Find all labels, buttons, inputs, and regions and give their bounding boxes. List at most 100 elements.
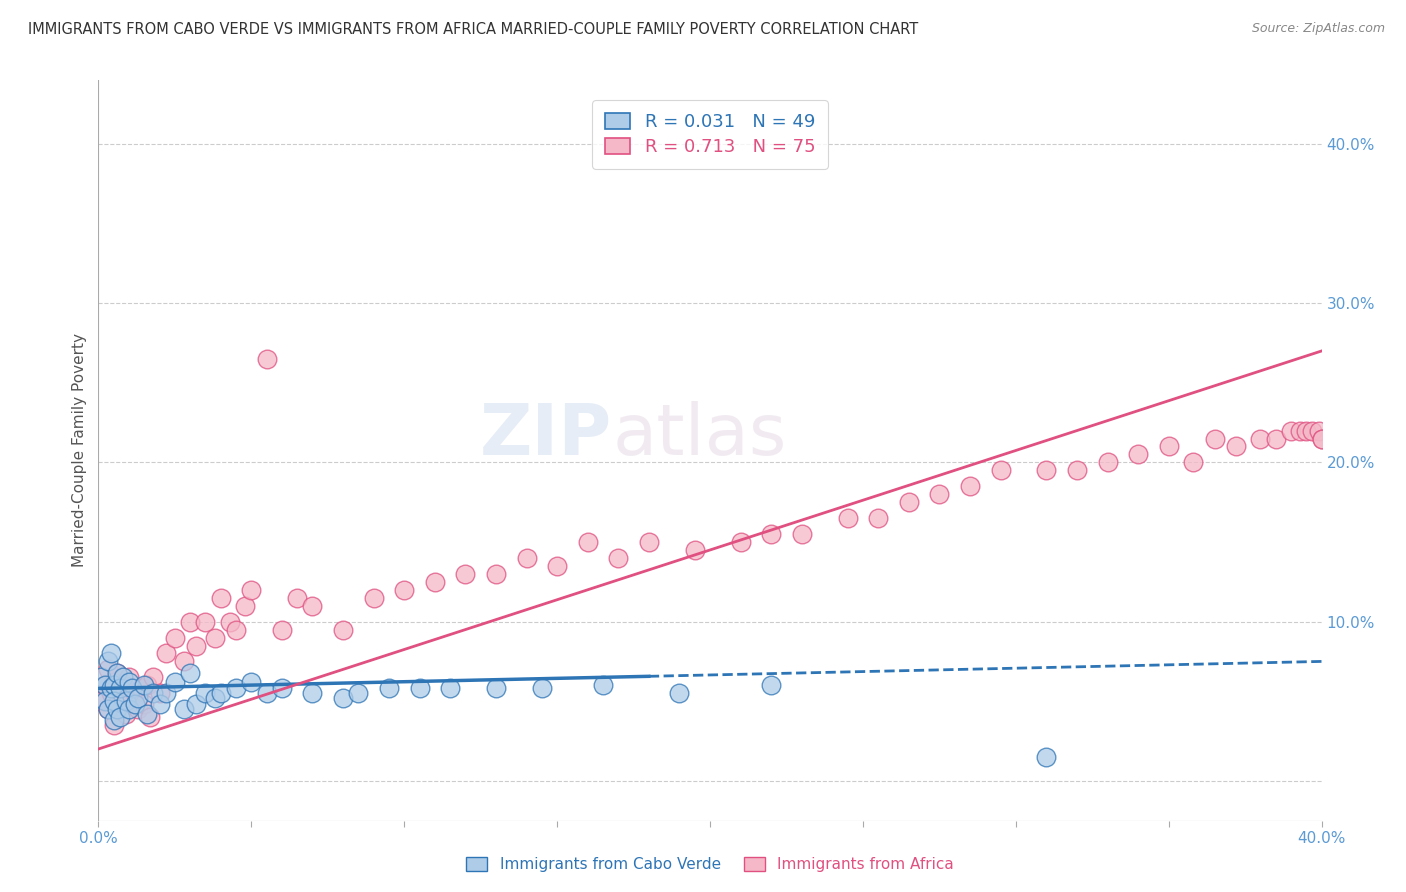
Point [129, 681, 152, 696]
Point [759, 527, 782, 541]
Point [105, 702, 128, 716]
Point [136, 706, 159, 721]
Point [485, 566, 508, 581]
Point [115, 706, 138, 721]
Point [111, 670, 134, 684]
Point [256, 686, 278, 700]
Point [127, 702, 149, 716]
Point [118, 675, 141, 690]
Point [136, 678, 159, 692]
Point [576, 535, 599, 549]
Point [607, 550, 630, 565]
Point [163, 675, 186, 690]
Point [1182, 455, 1205, 469]
Point [204, 691, 226, 706]
Point [1310, 432, 1333, 446]
Point [516, 550, 538, 565]
Point [301, 686, 323, 700]
Text: Source: ZipAtlas.com: Source: ZipAtlas.com [1251, 22, 1385, 36]
Point [928, 487, 950, 501]
Point [173, 655, 195, 669]
Point [186, 698, 208, 712]
Point [683, 543, 706, 558]
Point [837, 511, 859, 525]
Point [378, 681, 401, 696]
Point [1308, 424, 1330, 438]
Point [142, 670, 165, 684]
Point [155, 686, 177, 700]
Point [790, 527, 813, 541]
Point [868, 511, 890, 525]
Point [108, 681, 131, 696]
Point [485, 681, 508, 696]
Point [959, 479, 981, 493]
Point [1289, 424, 1312, 438]
Point [454, 566, 477, 581]
Point [139, 710, 162, 724]
Point [363, 591, 385, 605]
Point [90, 670, 112, 684]
Point [240, 675, 263, 690]
Point [121, 681, 143, 696]
Point [233, 599, 256, 613]
Point [270, 623, 292, 637]
Point [592, 678, 614, 692]
Point [155, 647, 177, 661]
Point [134, 678, 156, 692]
Point [100, 647, 122, 661]
Point [149, 698, 172, 712]
Point [1225, 440, 1247, 454]
Point [105, 665, 128, 680]
Point [1249, 432, 1271, 446]
Point [990, 463, 1012, 477]
Point [194, 686, 217, 700]
Point [1310, 432, 1333, 446]
Point [668, 686, 690, 700]
Point [1295, 424, 1317, 438]
Point [1128, 447, 1150, 461]
Point [142, 686, 165, 700]
Point [1035, 750, 1057, 764]
Point [408, 681, 430, 696]
Point [97, 655, 120, 669]
Point [134, 698, 156, 712]
Point [103, 718, 125, 732]
Point [256, 351, 278, 366]
Point [392, 582, 416, 597]
Point [93, 678, 115, 692]
Point [1035, 463, 1057, 477]
Point [93, 678, 115, 692]
Point [439, 681, 461, 696]
Legend: Immigrants from Cabo Verde, Immigrants from Africa: Immigrants from Cabo Verde, Immigrants f… [458, 849, 962, 880]
Point [1301, 424, 1323, 438]
Point [97, 702, 120, 716]
Point [546, 558, 568, 573]
Point [301, 599, 323, 613]
Point [285, 591, 308, 605]
Point [108, 710, 131, 724]
Y-axis label: Married-Couple Family Poverty: Married-Couple Family Poverty [72, 334, 87, 567]
Point [108, 698, 131, 712]
Point [637, 535, 661, 549]
Point [730, 535, 752, 549]
Text: atlas: atlas [612, 401, 786, 470]
Point [1157, 440, 1180, 454]
Point [149, 686, 172, 700]
Point [173, 702, 195, 716]
Point [127, 691, 149, 706]
Point [105, 665, 128, 680]
Point [204, 631, 226, 645]
Point [121, 691, 143, 706]
Point [1204, 432, 1226, 446]
Point [332, 691, 354, 706]
Point [759, 678, 782, 692]
Point [115, 694, 138, 708]
Point [332, 623, 354, 637]
Point [118, 670, 141, 684]
Point [97, 702, 120, 716]
Point [186, 639, 208, 653]
Point [194, 615, 217, 629]
Point [103, 675, 125, 690]
Point [103, 694, 125, 708]
Point [1279, 424, 1302, 438]
